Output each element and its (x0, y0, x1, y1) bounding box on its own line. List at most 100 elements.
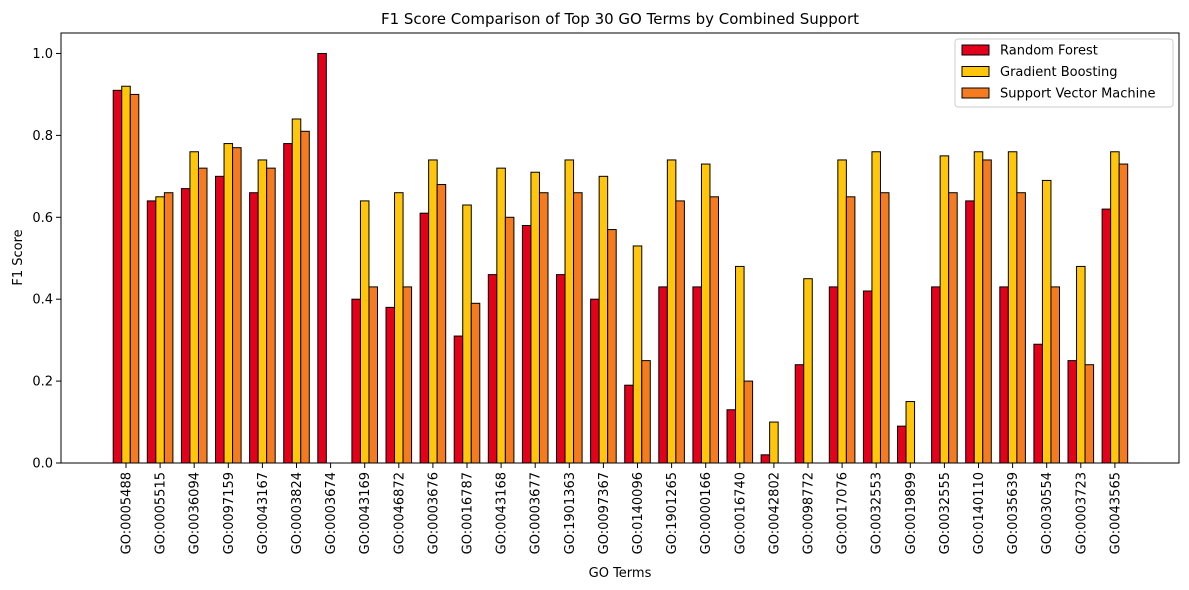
x-tick-label: GO:0036094 (188, 472, 203, 554)
x-tick-label: GO:0003723 (1074, 472, 1089, 554)
bar-gradient-boosting-go0043168 (496, 167, 506, 464)
bar-random-forest-go0003674 (317, 52, 327, 464)
legend-label: Random Forest (1000, 44, 1098, 59)
bar-gradient-boosting-go0030554 (1041, 179, 1052, 464)
bar-gradient-boosting-go0097159 (223, 143, 234, 464)
bar-gradient-boosting-go0005488 (121, 85, 131, 464)
bar-random-forest-go0016787 (453, 335, 464, 464)
bar-random-forest-go0098772 (794, 364, 805, 464)
x-tick-label: GO:0003677 (529, 472, 544, 554)
bar-gradient-boosting-go0043167 (257, 159, 268, 464)
bar-support-vector-machine-go0097159 (232, 147, 242, 464)
bar-support-vector-machine-go0016787 (470, 302, 481, 464)
bar-support-vector-machine-go0003824 (300, 130, 310, 464)
bar-gradient-boosting-go0035639 (1007, 151, 1018, 464)
x-tick-label: GO:0000166 (699, 472, 714, 554)
bar-random-forest-go0003824 (283, 143, 293, 464)
x-tick-label: GO:0003824 (290, 472, 305, 554)
bar-random-forest-go0000166 (692, 286, 702, 464)
bar-gradient-boosting-go0140096 (632, 245, 643, 464)
x-tick-label: GO:0019899 (904, 472, 919, 554)
bar-support-vector-machine-go0003676 (436, 184, 447, 464)
x-tick-label: GO:0003676 (426, 472, 441, 554)
bar-support-vector-machine-go0140096 (641, 360, 651, 464)
bar-support-vector-machine-go0005515 (163, 192, 174, 464)
x-tick-label: GO:0003674 (324, 472, 339, 554)
bar-support-vector-machine-go0030554 (1050, 286, 1060, 464)
y-axis-label: F1 Score (11, 229, 26, 285)
bar-gradient-boosting-go0032553 (871, 151, 881, 464)
bar-support-vector-machine-go0043169 (368, 286, 379, 464)
y-tick-label: 0.4 (32, 293, 53, 308)
bar-gradient-boosting-go0097367 (598, 175, 609, 464)
bar-gradient-boosting-go0019899 (905, 401, 916, 464)
bar-random-forest-go0097367 (590, 298, 600, 464)
y-tick-label: 1.0 (32, 47, 53, 62)
bar-support-vector-machine-go0032553 (879, 192, 890, 464)
bar-random-forest-go0032553 (862, 290, 873, 464)
bar-support-vector-machine-go0043167 (266, 167, 276, 464)
bars-group (112, 52, 1129, 464)
bar-support-vector-machine-go0043168 (504, 216, 515, 464)
x-tick-label: GO:0042802 (767, 472, 782, 554)
bar-gradient-boosting-go0000166 (700, 163, 711, 464)
legend-label: Gradient Boosting (1000, 65, 1118, 80)
plot-frame (60, 32, 1180, 464)
x-tick-label: GO:0097367 (597, 472, 612, 554)
bar-random-forest-go0043565 (1101, 208, 1112, 464)
bar-support-vector-machine-go0046872 (402, 286, 413, 464)
bar-gradient-boosting-go0043565 (1110, 151, 1120, 464)
bar-random-forest-go0046872 (385, 306, 396, 464)
legend-swatch (961, 44, 990, 56)
x-tick-label: GO:0032555 (938, 472, 953, 554)
bar-random-forest-go0097159 (215, 175, 225, 464)
x-tick-label: GO:0140096 (631, 472, 646, 554)
x-tick-label: GO:0035639 (1006, 472, 1021, 554)
bar-gradient-boosting-go1901265 (666, 159, 677, 464)
x-tick-label: GO:0043169 (358, 472, 373, 554)
bar-random-forest-go0140096 (624, 384, 634, 464)
y-tick-label: 0.2 (32, 375, 53, 390)
x-tick-label: GO:0043167 (256, 472, 271, 554)
chart-title: F1 Score Comparison of Top 30 GO Terms b… (381, 10, 859, 28)
bar-gradient-boosting-go0003824 (291, 118, 302, 464)
bar-support-vector-machine-go0036094 (197, 167, 208, 464)
bar-random-forest-go1901363 (556, 274, 566, 464)
bar-random-forest-go0043169 (351, 298, 361, 464)
bar-support-vector-machine-go0032555 (948, 192, 958, 464)
bar-support-vector-machine-go0017076 (845, 196, 856, 464)
bar-gradient-boosting-go0046872 (394, 192, 404, 464)
bar-random-forest-go0016740 (726, 409, 737, 464)
y-tick-label: 0.8 (32, 129, 53, 144)
bar-support-vector-machine-go0000166 (709, 196, 719, 464)
bar-random-forest-go0140110 (965, 200, 975, 464)
bar-gradient-boosting-go1901363 (564, 159, 575, 464)
x-tick-label: GO:1901265 (665, 472, 680, 554)
bar-support-vector-machine-go0016740 (743, 380, 754, 464)
bar-support-vector-machine-go1901363 (573, 192, 583, 464)
y-ticks: 0.0 0.2 0.4 0.6 0.8 1.0 (32, 47, 61, 472)
bar-random-forest-go0032555 (931, 286, 941, 464)
bar-gradient-boosting-go0043169 (359, 200, 370, 464)
bar-gradient-boosting-go0017076 (837, 159, 847, 464)
y-tick-label: 0.6 (32, 211, 53, 226)
bar-support-vector-machine-go0035639 (1016, 192, 1026, 464)
x-tick-label: GO:0043168 (495, 472, 510, 554)
bar-random-forest-go0043168 (487, 274, 498, 464)
x-tick-label: GO:0016740 (733, 472, 748, 554)
bar-support-vector-machine-go0043565 (1118, 163, 1129, 464)
x-ticks: GO:0005488 GO:0005515 GO:0036094 GO:0097159… (120, 463, 1123, 554)
x-axis-label: GO Terms (589, 566, 652, 581)
bar-gradient-boosting-go0016740 (735, 265, 745, 464)
bar-support-vector-machine-go0140110 (982, 159, 992, 464)
bar-support-vector-machine-go0003677 (538, 192, 549, 464)
bar-random-forest-go0003676 (419, 212, 430, 464)
x-tick-label: GO:0097159 (222, 472, 237, 554)
bar-random-forest-go1901265 (658, 286, 668, 464)
bar-gradient-boosting-go0003676 (428, 159, 438, 464)
legend-label: Support Vector Machine (1000, 87, 1156, 102)
x-tick-label: GO:0043565 (1108, 472, 1123, 554)
legend-swatch (961, 66, 990, 77)
bar-random-forest-go0042802 (760, 454, 771, 464)
